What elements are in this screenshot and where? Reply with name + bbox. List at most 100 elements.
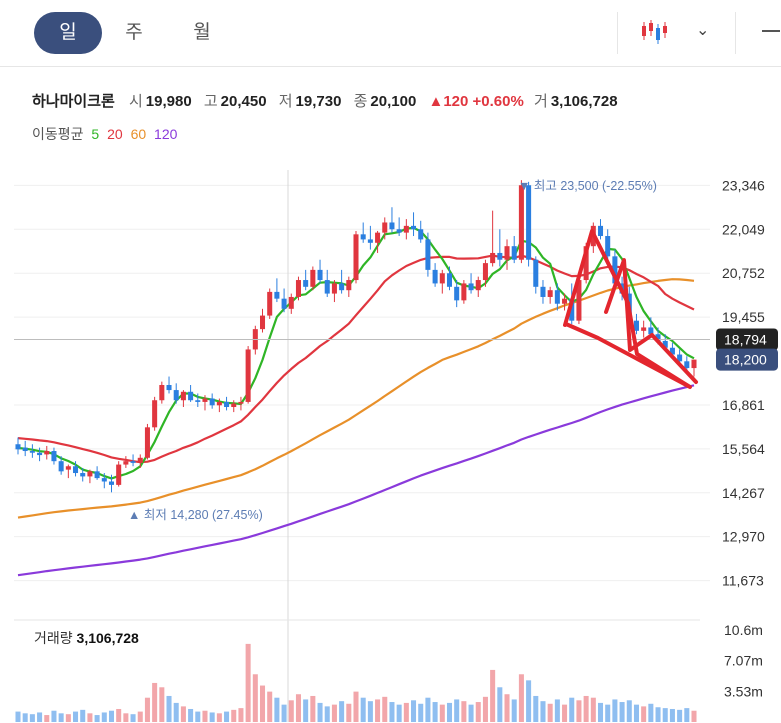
y-tick-label: 15,564 — [722, 441, 765, 457]
volume-bar — [295, 694, 301, 722]
volume-bar — [490, 669, 496, 722]
volume-bar — [94, 715, 100, 722]
volume-bar — [216, 713, 222, 722]
candle-body — [396, 229, 402, 233]
volume-bar — [605, 704, 611, 722]
volume-bar — [252, 674, 258, 722]
candle-body — [37, 452, 43, 456]
volume-bar — [396, 704, 402, 722]
volume-bar — [526, 680, 532, 722]
volume-bar — [446, 702, 453, 722]
volume-bar — [684, 708, 690, 722]
candle-body — [446, 273, 453, 287]
open-label: 시 — [128, 93, 143, 110]
y-tick-label: 23,346 — [722, 177, 765, 193]
moving-average-legend: 이동평균 5 20 60 120 — [32, 124, 181, 144]
volume-bar — [547, 703, 553, 722]
candle-body — [367, 239, 373, 243]
chevron-down-icon[interactable]: ⌄ — [696, 22, 710, 39]
volume-bar — [360, 697, 366, 722]
candle-body — [331, 283, 337, 294]
volume-bar — [590, 697, 596, 722]
candle-body — [159, 385, 165, 401]
volume-bar — [144, 697, 150, 722]
current-price-badge — [716, 348, 778, 371]
volume-bar — [641, 706, 647, 722]
candle-body — [202, 398, 208, 402]
volume-bar — [367, 701, 373, 722]
candle-body — [295, 280, 301, 297]
candle-body — [339, 283, 345, 291]
ma120-line — [17, 384, 695, 577]
candle-body — [173, 390, 179, 401]
candle-body — [669, 347, 675, 355]
volume-bar — [51, 710, 57, 722]
volume-bar — [159, 687, 165, 722]
candle-body — [360, 234, 366, 240]
volume-bar — [259, 685, 266, 722]
candle-body — [87, 471, 93, 477]
ma-legend-5[interactable]: 5 — [91, 126, 100, 142]
volume-bar — [482, 696, 488, 722]
change-value: ▲120 +0.60% — [428, 93, 524, 110]
volume-bar — [511, 699, 517, 722]
volume-bar — [15, 711, 21, 722]
volume-bar — [310, 695, 316, 722]
volume-bar — [346, 703, 352, 722]
volume-bar — [454, 699, 460, 722]
volume-chart-value: 3,106,728 — [76, 630, 139, 646]
volume-bar — [554, 699, 560, 722]
candle-body — [375, 232, 381, 243]
candle-body — [389, 222, 395, 230]
candle-body — [475, 280, 481, 291]
candle-body — [94, 471, 100, 479]
candle-body — [346, 280, 352, 291]
candle-body — [224, 401, 230, 408]
volume-bar — [123, 713, 129, 722]
current-line-label: 18,794 — [724, 331, 767, 347]
volume-bar — [475, 702, 481, 722]
candlestick-chart-icon[interactable] — [640, 16, 670, 46]
candle-body — [303, 280, 309, 287]
volume-bar — [288, 700, 294, 722]
volume-bar — [152, 682, 158, 722]
price-chart[interactable]: 23,346 22,049 20,752 19,455 16,861 15,564 14,2… — [0, 160, 781, 723]
candle-body — [259, 315, 266, 330]
tab-week[interactable]: 주 — [125, 22, 143, 43]
candle-body — [597, 225, 604, 237]
volume-bar — [331, 704, 337, 722]
candle-body — [497, 252, 503, 260]
volume-bar — [375, 699, 381, 722]
volume-bar — [324, 706, 330, 722]
min-annotation: ▲ 최저 14,280 (27.45%) — [128, 508, 263, 522]
candle-body — [382, 222, 388, 233]
candle-body — [353, 234, 359, 281]
y-tick-label: 20,752 — [722, 265, 765, 281]
y-tick-label: 11,673 — [722, 573, 764, 589]
tab-month[interactable]: 월 — [193, 22, 211, 43]
ma-legend-60[interactable]: 60 — [130, 126, 147, 142]
candle-body — [554, 290, 560, 304]
volume-bar — [231, 709, 237, 722]
volume-tick-label: 10.6m — [724, 622, 763, 638]
candle-body — [238, 401, 244, 404]
volume-bar — [166, 695, 172, 722]
candle-body — [655, 334, 661, 341]
candle-body — [677, 354, 683, 362]
volume-bar — [432, 702, 438, 722]
candle-body — [245, 349, 251, 402]
candle-body — [418, 229, 424, 240]
y-tick-label: 22,049 — [722, 221, 765, 237]
tab-day[interactable]: 일 — [34, 12, 102, 54]
ma-legend-20[interactable]: 20 — [107, 126, 123, 142]
minimize-icon[interactable] — [762, 30, 780, 32]
volume-bar — [619, 702, 625, 722]
volume-bar — [303, 699, 309, 722]
volume-bar — [130, 714, 136, 722]
ma-legend-120[interactable]: 120 — [154, 126, 178, 142]
close-label: 종 — [353, 93, 368, 110]
volume-bar — [339, 701, 345, 722]
volume-bar — [662, 708, 668, 722]
volume-bar — [317, 702, 323, 722]
volume-bar — [29, 714, 35, 722]
